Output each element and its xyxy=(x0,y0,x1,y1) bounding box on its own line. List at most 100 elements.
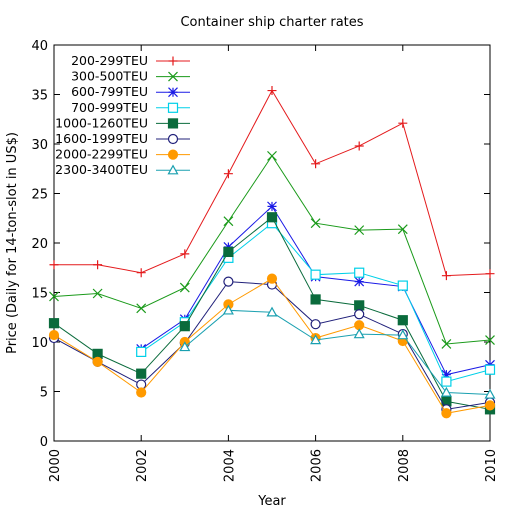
x-tick-label: 2004 xyxy=(222,449,237,482)
y-tick-label: 5 xyxy=(40,386,48,401)
series-5 xyxy=(48,212,496,415)
data-point xyxy=(440,386,452,397)
data-point xyxy=(267,150,277,161)
data-point xyxy=(485,269,495,279)
series-1 xyxy=(49,86,495,281)
legend-label: 1600-1999TEU xyxy=(55,131,148,146)
data-point xyxy=(310,218,321,229)
data-point xyxy=(136,268,146,278)
legend-label: 2300-3400TEU xyxy=(55,162,148,177)
legend-label: 1000-1260TEU xyxy=(55,115,148,130)
data-point xyxy=(441,271,451,281)
data-point xyxy=(266,306,278,317)
legend-item: 1000-1260TEU xyxy=(55,115,190,130)
x-axis-label: Year xyxy=(257,494,286,509)
legend-item: 600-799TEU xyxy=(71,84,190,99)
legend-marker xyxy=(167,102,179,113)
x-tick-label: 2000 xyxy=(48,449,63,482)
data-point xyxy=(267,201,277,212)
legend: 200-299TEU300-500TEU600-799TEU700-999TEU… xyxy=(55,53,190,177)
legend-marker xyxy=(168,87,178,98)
data-point xyxy=(354,300,365,311)
legend-label: 200-299TEU xyxy=(71,53,148,68)
data-point xyxy=(354,225,365,236)
data-point xyxy=(354,320,365,331)
data-point xyxy=(136,368,147,379)
legend-marker xyxy=(168,56,178,66)
legend-label: 2000-2299TEU xyxy=(55,147,148,162)
legend-label: 700-999TEU xyxy=(71,100,148,115)
y-tick-label: 20 xyxy=(31,237,48,252)
data-point xyxy=(223,216,234,227)
data-point xyxy=(92,356,103,367)
data-point xyxy=(266,212,278,223)
data-point xyxy=(353,328,365,339)
data-point xyxy=(267,86,277,96)
legend-marker xyxy=(167,133,179,145)
data-point xyxy=(310,294,321,305)
data-point xyxy=(310,319,321,330)
series-line xyxy=(140,205,491,376)
data-point xyxy=(354,276,365,287)
series-3 xyxy=(136,201,495,380)
data-point xyxy=(222,304,234,315)
legend-label: 600-799TEU xyxy=(71,84,148,99)
data-point xyxy=(49,260,59,270)
legend-item: 700-999TEU xyxy=(71,100,190,115)
data-point xyxy=(485,335,495,345)
data-point xyxy=(92,288,103,299)
data-point xyxy=(311,159,321,169)
y-axis-label: Price (Daily for 14-ton-slot in US$) xyxy=(5,132,20,354)
series-group xyxy=(48,86,496,419)
data-point xyxy=(179,321,190,332)
data-point xyxy=(223,276,234,287)
data-point xyxy=(136,303,147,314)
data-point xyxy=(397,329,409,340)
data-point xyxy=(441,408,452,419)
series-8 xyxy=(179,304,496,399)
y-axis: 0 5 10 15 20 25 30 35 40 xyxy=(31,39,490,450)
x-tick-label: 2002 xyxy=(135,449,150,482)
y-tick-label: 40 xyxy=(31,39,48,54)
data-point xyxy=(397,224,408,235)
data-point xyxy=(48,318,60,329)
legend-marker xyxy=(167,164,179,175)
data-point xyxy=(223,169,233,179)
data-point xyxy=(354,267,365,278)
data-point xyxy=(136,387,147,398)
data-point xyxy=(136,346,147,357)
y-tick-label: 35 xyxy=(31,89,48,104)
data-point xyxy=(398,118,408,128)
data-point xyxy=(310,334,322,345)
y-tick-label: 0 xyxy=(40,435,48,450)
series-2 xyxy=(49,150,495,349)
data-point xyxy=(354,141,364,151)
data-point xyxy=(310,269,321,280)
data-point xyxy=(441,369,452,380)
data-point xyxy=(397,315,408,326)
data-point xyxy=(179,341,191,352)
legend-label: 300-500TEU xyxy=(71,69,148,84)
legend-marker xyxy=(168,71,178,82)
legend-item: 1600-1999TEU xyxy=(55,131,190,146)
legend-item: 2000-2299TEU xyxy=(55,147,190,162)
x-tick-label: 2006 xyxy=(310,449,325,482)
legend-marker xyxy=(167,118,179,129)
x-tick-label: 2008 xyxy=(397,449,412,482)
series-7 xyxy=(48,273,496,419)
data-point xyxy=(441,376,452,387)
data-point xyxy=(180,249,190,259)
data-point xyxy=(223,246,234,258)
y-tick-label: 30 xyxy=(31,138,48,153)
data-point xyxy=(484,400,496,411)
series-line xyxy=(184,309,491,395)
x-axis: 2000 2002 2004 2006 2008 2010 xyxy=(48,45,499,482)
x-tick-label: 2010 xyxy=(484,449,499,482)
data-point xyxy=(354,309,365,320)
series-line xyxy=(53,277,491,414)
legend-marker xyxy=(167,149,179,160)
y-tick-label: 10 xyxy=(31,336,48,351)
data-point xyxy=(266,273,278,284)
data-point xyxy=(441,339,452,349)
